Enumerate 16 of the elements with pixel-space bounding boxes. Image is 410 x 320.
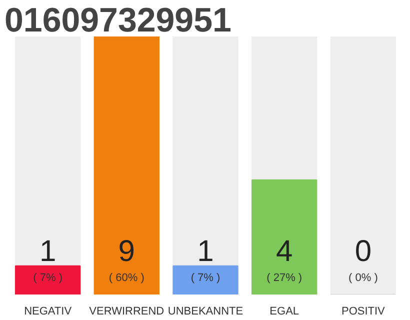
data-label: 1 [197, 234, 214, 268]
x-tick-label: VERWIRREND [89, 306, 164, 318]
annotation: ( 27% ) [266, 272, 302, 284]
data-label: 9 [118, 234, 135, 268]
data-label: 4 [276, 234, 293, 268]
x-tick-label: EGAL [270, 306, 300, 318]
chart-title: 016097329951 [4, 2, 232, 40]
data-label: 1 [39, 234, 56, 268]
annotation: ( 0% ) [348, 272, 378, 284]
x-tick-label: NEGATIV [24, 306, 72, 318]
annotation: ( 60% ) [108, 272, 144, 284]
annotation: ( 7% ) [33, 272, 62, 284]
x-tick-label: UNBEKANNTE [168, 306, 244, 318]
x-tick-label: POSITIV [341, 306, 386, 318]
annotation: ( 7% ) [190, 272, 220, 284]
data-label: 0 [354, 234, 372, 268]
